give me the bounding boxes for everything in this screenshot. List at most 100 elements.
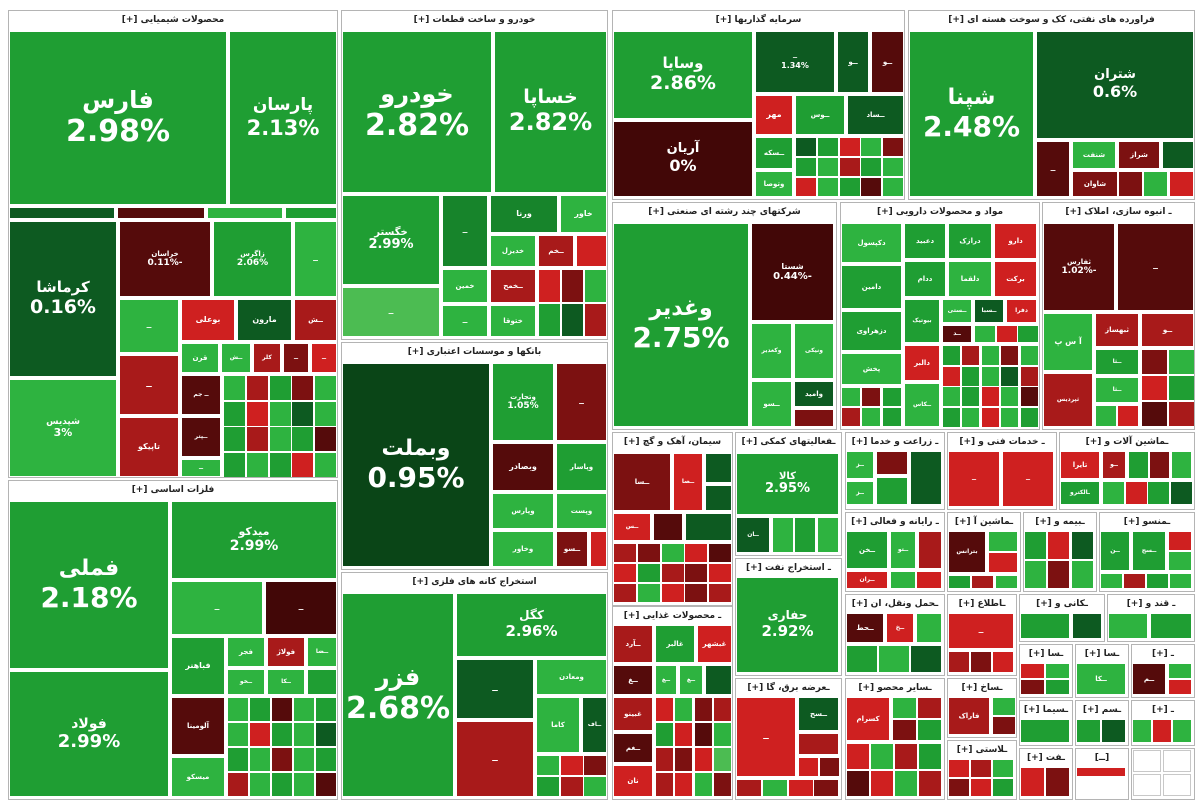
stock-tile-investments-small[interactable] — [796, 178, 816, 196]
stock-tile-basic-metals-small[interactable] — [228, 698, 248, 721]
stock-tile-metal-mining[interactable]: فزر 2.68% — [343, 594, 453, 796]
stock-tile-multi-industry[interactable]: ــسو — [752, 382, 791, 426]
stock-tile-electrical-machines-small[interactable] — [989, 553, 1017, 572]
stock-tile-textile-small[interactable] — [1170, 574, 1191, 588]
stock-tile-investments-small[interactable] — [840, 178, 860, 196]
stock-tile-chemicals-small[interactable] — [292, 427, 313, 451]
stock-tile-real-estate-small[interactable] — [1142, 350, 1167, 374]
stock-tile-cement[interactable] — [686, 514, 731, 540]
stock-tile-machinery-small[interactable] — [1150, 452, 1169, 478]
stock-tile-banks[interactable]: وبصادر — [493, 444, 553, 490]
stock-tile-investments[interactable]: آریان 0% — [614, 122, 752, 196]
stock-tile-rubber-small[interactable] — [949, 779, 969, 796]
sector-header-sa-a[interactable]: ـسا [+] — [1020, 645, 1072, 663]
stock-tile-auto[interactable]: ــخم — [539, 236, 573, 266]
sector-header-sugar[interactable]: ـ قند و [+] — [1108, 595, 1194, 613]
stock-tile-insurance-small[interactable] — [1072, 561, 1093, 588]
stock-tile-chemicals[interactable]: خراسان -0.11% — [120, 222, 210, 296]
stock-tile-sima-c-small[interactable] — [1173, 720, 1191, 742]
stock-tile-chemicals[interactable]: ــ — [312, 344, 336, 372]
stock-tile-real-estate-small[interactable] — [1169, 350, 1194, 374]
stock-tile-information[interactable]: ــ — [949, 614, 1013, 648]
stock-tile-basic-metals-small[interactable] — [294, 748, 314, 771]
stock-tile-investments-small[interactable] — [818, 178, 838, 196]
stock-tile-transport-small[interactable] — [847, 646, 877, 672]
stock-tile-metal-mining[interactable]: ــ — [457, 660, 533, 718]
stock-tile-food[interactable]: نان — [614, 766, 652, 796]
stock-tile-chemicals-small[interactable] — [292, 453, 313, 477]
stock-tile-empty-corner-small[interactable] — [1133, 774, 1161, 796]
stock-tile-cement[interactable] — [706, 486, 731, 510]
stock-tile-computer-small[interactable] — [917, 572, 941, 588]
stock-tile-basic-metals-small[interactable] — [272, 748, 292, 771]
stock-tile-textile-small[interactable] — [1101, 574, 1122, 588]
stock-tile-food-small[interactable] — [675, 773, 692, 796]
sector-header-machinery[interactable]: ـماشین آلات و [+] — [1060, 433, 1194, 451]
stock-tile-basic-metals-small[interactable] — [316, 748, 336, 771]
stock-tile-information-small[interactable] — [993, 652, 1013, 672]
stock-tile-food-small[interactable] — [714, 748, 731, 771]
stock-tile-metal-mining-small[interactable] — [584, 777, 606, 796]
stock-tile-chemicals[interactable]: تاپیکو — [120, 418, 178, 476]
stock-tile-food-small[interactable] — [714, 723, 731, 746]
sector-header-sima-c[interactable]: ـ [+] — [1132, 701, 1194, 719]
stock-tile-auto[interactable]: خاور — [561, 196, 606, 232]
stock-tile-chemicals-small[interactable] — [315, 453, 336, 477]
stock-tile-empty-corner-small[interactable] — [1133, 750, 1161, 772]
stock-tile-banks[interactable]: وبملت 0.95% — [343, 364, 489, 566]
stock-tile-machinery-small[interactable] — [1148, 482, 1169, 504]
stock-tile-real-estate-small[interactable] — [1142, 402, 1167, 426]
stock-tile-machinery-small[interactable] — [1171, 482, 1192, 504]
stock-tile-food-small[interactable] — [656, 698, 673, 721]
stock-tile-textile[interactable]: ــسج — [1133, 532, 1165, 570]
stock-tile-pharma[interactable]: دزهراوی — [842, 312, 901, 350]
stock-tile-power-gas-small[interactable] — [763, 780, 787, 796]
stock-tile-basic-metals[interactable]: ــضا — [308, 638, 336, 666]
stock-tile-cement-small[interactable] — [685, 584, 707, 602]
stock-tile-basic-metals[interactable]: ــخو — [228, 670, 264, 694]
stock-tile-pharma-small[interactable] — [1001, 387, 1018, 406]
stock-tile-transport-small[interactable] — [879, 646, 909, 672]
sector-header-sa-c[interactable]: ـ [+] — [1132, 645, 1194, 663]
stock-tile-auto-small[interactable] — [585, 270, 606, 302]
stock-tile-basic-metals-small[interactable] — [250, 748, 270, 771]
stock-tile-basic-metals[interactable]: ــکا — [268, 670, 304, 694]
stock-tile-pharma[interactable]: ددام — [905, 262, 945, 296]
stock-tile-investments-small[interactable] — [840, 158, 860, 176]
stock-tile-cement-small[interactable] — [685, 564, 707, 582]
stock-tile-auto[interactable]: ــ — [343, 288, 439, 336]
stock-tile-cement-small[interactable] — [709, 584, 731, 602]
stock-tile-auto-small[interactable] — [562, 304, 583, 336]
stock-tile-sima-c-small[interactable] — [1133, 720, 1151, 742]
stock-tile-cement-small[interactable] — [709, 564, 731, 582]
stock-tile-auto-small[interactable] — [562, 270, 583, 302]
stock-tile-oil-ft-small[interactable] — [1021, 768, 1044, 796]
stock-tile-agriculture[interactable] — [877, 478, 907, 504]
sector-header-br-b[interactable]: [ــ] — [1076, 749, 1128, 767]
stock-tile-aux-financial[interactable]: کالا 2.95% — [737, 454, 838, 514]
stock-tile-cement-small[interactable] — [709, 544, 731, 562]
stock-tile-computer-small[interactable] — [891, 572, 915, 588]
stock-tile-pharma-small[interactable] — [962, 387, 979, 406]
stock-tile-cement[interactable] — [706, 454, 731, 482]
stock-tile-chemicals-small[interactable] — [315, 427, 336, 451]
stock-tile-chemicals[interactable]: کرماشا 0.16% — [10, 222, 116, 376]
stock-tile-auto-small[interactable] — [585, 304, 606, 336]
stock-tile-construction[interactable]: فاراک — [949, 698, 989, 734]
stock-tile-chemicals[interactable]: مارون — [238, 300, 291, 340]
sector-header-oil-products[interactable]: فراورده های نفتی، کک و سوخت هسته ای [+] — [909, 11, 1194, 29]
stock-tile-chemicals-small[interactable] — [247, 376, 268, 400]
stock-tile-investments[interactable]: ــسکه — [756, 138, 792, 168]
stock-tile-sa-a-small[interactable] — [1046, 680, 1069, 694]
stock-tile-chemicals-small[interactable] — [270, 376, 291, 400]
stock-tile-sa-a-small[interactable] — [1021, 664, 1044, 678]
sector-header-sima-a[interactable]: ـسیما [+] — [1020, 701, 1072, 719]
stock-tile-metal-mining-small[interactable] — [561, 756, 583, 775]
stock-tile-computer[interactable]: ــخن — [847, 532, 887, 568]
stock-tile-pharma[interactable]: دکپسول — [842, 224, 901, 262]
stock-tile-sima-b-small[interactable] — [1077, 720, 1100, 742]
stock-tile-basic-metals[interactable]: ــ — [172, 582, 262, 634]
stock-tile-food[interactable]: ــغ — [680, 666, 702, 694]
stock-tile-basic-metals[interactable] — [308, 670, 336, 694]
stock-tile-basic-metals[interactable]: میدکو 2.99% — [172, 502, 336, 578]
